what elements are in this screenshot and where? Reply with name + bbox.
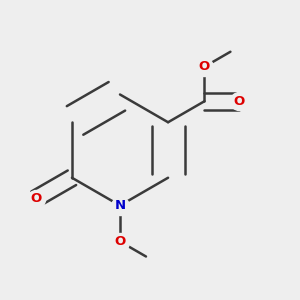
Text: O: O	[114, 235, 126, 248]
Text: O: O	[30, 192, 41, 205]
Text: O: O	[199, 60, 210, 73]
Text: O: O	[233, 95, 244, 108]
Text: N: N	[114, 199, 126, 212]
